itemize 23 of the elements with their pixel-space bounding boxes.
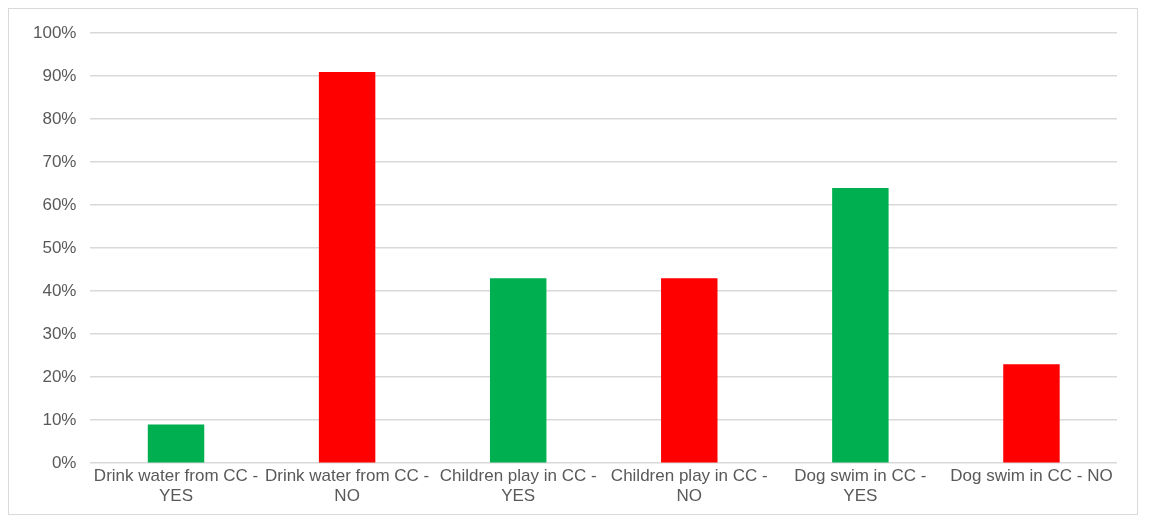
x-tick-label: Drink water from CC - YES	[93, 466, 259, 506]
bar	[147, 424, 205, 463]
bar	[318, 71, 376, 463]
y-tick-label: 50%	[42, 237, 77, 257]
y-tick-label: 30%	[42, 323, 77, 343]
y-tick-label: 10%	[42, 409, 77, 429]
bar	[661, 278, 718, 463]
y-tick-label: 90%	[42, 65, 77, 85]
x-tick-label: Dog swim in CC - YES	[794, 466, 927, 506]
y-tick-label: 40%	[42, 280, 77, 300]
bar	[1003, 364, 1060, 463]
y-tick-label: 70%	[42, 151, 77, 171]
y-tick-label: 0%	[51, 452, 77, 472]
y-tick-label: 100%	[33, 22, 77, 42]
x-tick-label: Dog swim in CC - NO	[950, 466, 1113, 486]
bar	[489, 278, 547, 463]
y-tick-label: 80%	[42, 108, 77, 128]
y-tick-label: 60%	[42, 194, 77, 214]
y-tick-label: 20%	[42, 366, 77, 386]
x-tick-label: Children play in CC - YES	[439, 466, 597, 506]
bar	[832, 188, 889, 463]
x-tick-label: Drink water from CC - NO	[264, 466, 430, 506]
x-tick-label: Children play in CC - NO	[610, 466, 768, 506]
